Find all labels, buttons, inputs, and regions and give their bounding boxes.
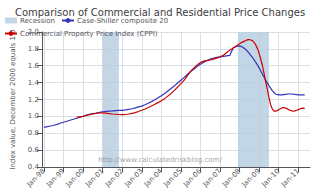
svg-text:Jan-07: Jan-07 xyxy=(201,167,223,189)
svg-text:1.0: 1.0 xyxy=(28,112,39,120)
svg-text:Jan-04: Jan-04 xyxy=(142,167,164,189)
svg-text:1.6: 1.6 xyxy=(28,62,40,70)
svg-text:Jan-01: Jan-01 xyxy=(83,167,105,189)
svg-text:Jan-03: Jan-03 xyxy=(123,167,145,189)
svg-text:0.8: 0.8 xyxy=(28,129,39,137)
svg-text:Comparison of Commercial and R: Comparison of Commercial and Residential… xyxy=(15,7,305,18)
svg-text:Recession: Recession xyxy=(20,17,55,25)
svg-text:Jan-02: Jan-02 xyxy=(103,167,125,189)
svg-text:Jan-99: Jan-99 xyxy=(44,167,66,189)
svg-text:Jan-05: Jan-05 xyxy=(162,167,184,189)
svg-text:Jan-08: Jan-08 xyxy=(220,167,242,189)
svg-text:Jan-98: Jan-98 xyxy=(25,167,47,189)
svg-text:Jan-06: Jan-06 xyxy=(181,167,203,189)
svg-text:1.8: 1.8 xyxy=(28,45,39,53)
svg-text:0.6: 0.6 xyxy=(28,146,40,154)
svg-text:http://www.calculatedriskblog.: http://www.calculatedriskblog.com/ xyxy=(98,156,222,164)
svg-text:1.4: 1.4 xyxy=(28,79,40,87)
svg-text:Jan-09: Jan-09 xyxy=(240,167,262,189)
svg-text:Index value, December 2000 equ: Index value, December 2000 equals 1.0 xyxy=(9,29,17,169)
svg-text:Case-Shiller composite 20: Case-Shiller composite 20 xyxy=(77,17,168,25)
svg-text:Commercial Property Price Inde: Commercial Property Price Index (CPPI) xyxy=(20,30,158,38)
svg-text:1.2: 1.2 xyxy=(28,96,39,104)
svg-text:0.4: 0.4 xyxy=(27,163,39,171)
svg-text:Jan-00: Jan-00 xyxy=(64,167,86,189)
svg-text:Jan-10: Jan-10 xyxy=(259,167,281,189)
svg-text:Jan-11: Jan-11 xyxy=(279,167,301,189)
